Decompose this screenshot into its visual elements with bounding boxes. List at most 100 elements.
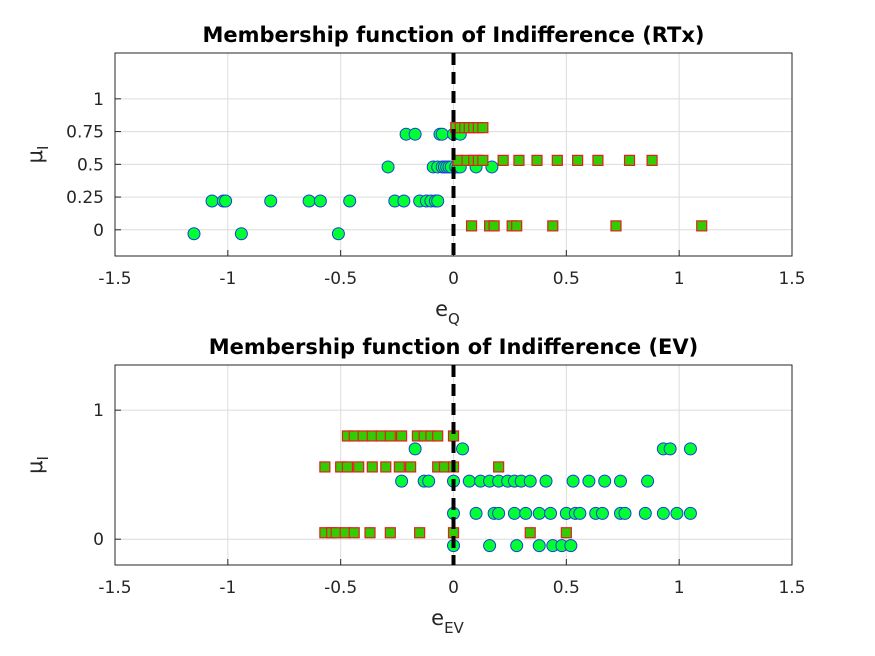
data-point-circle	[638, 506, 652, 520]
data-point-square	[547, 220, 559, 232]
data-point-circle	[532, 539, 546, 553]
data-point-circle	[510, 539, 524, 553]
data-point-circle	[205, 194, 219, 208]
data-point-square	[610, 220, 622, 232]
data-point-circle	[469, 506, 483, 520]
data-point-circle	[456, 442, 470, 456]
y-tick-label: 0.5	[77, 155, 104, 175]
data-point-square	[493, 461, 505, 473]
y-axis-label: μI	[23, 456, 52, 474]
data-point-circle	[313, 194, 327, 208]
data-point-circle	[683, 442, 697, 456]
data-point-circle	[595, 506, 609, 520]
chart-title: Membership function of Indifference (EV)	[209, 335, 699, 359]
x-tick-label: 0	[448, 269, 459, 289]
data-point-circle	[483, 539, 497, 553]
x-tick-label: 0	[448, 578, 459, 598]
data-point-square	[341, 461, 354, 473]
x-tick-label: -1.5	[98, 269, 131, 289]
data-point-circle	[532, 506, 546, 520]
data-point-circle	[331, 227, 345, 241]
y-tick-label: 0.25	[66, 188, 104, 208]
data-point-square	[366, 461, 378, 473]
data-point-circle	[264, 194, 278, 208]
data-point-circle	[582, 474, 596, 488]
data-point-square	[696, 220, 708, 232]
series-2-square	[319, 430, 572, 539]
data-point-circle	[492, 506, 506, 520]
data-point-circle	[573, 506, 587, 520]
data-point-square	[488, 220, 500, 232]
data-point-circle	[395, 474, 409, 488]
x-tick-label: -1.5	[98, 578, 131, 598]
data-point-circle	[618, 506, 632, 520]
data-point-square	[384, 527, 396, 539]
x-tick-label: 1.5	[778, 269, 805, 289]
data-point-square	[414, 527, 426, 539]
data-point-circle	[408, 127, 422, 141]
x-axis-label: eEV	[431, 606, 464, 637]
data-point-square	[393, 461, 405, 473]
data-point-square	[353, 461, 365, 473]
x-tick-label: 1.5	[778, 578, 805, 598]
x-tick-label: -1	[219, 578, 236, 598]
data-point-circle	[566, 474, 580, 488]
chart-panel-1: -1.5 -1 -0.5 0 0.5 1 1.5 0 0.25 0.5 0.75 1 Membershi…	[23, 23, 806, 328]
data-point-square	[477, 122, 489, 134]
data-point-circle	[485, 160, 499, 174]
data-point-square	[623, 154, 636, 166]
x-tick-label: -0.5	[324, 269, 357, 289]
x-axis-label: eQ	[435, 297, 460, 328]
data-point-square	[592, 154, 604, 166]
data-point-square	[384, 430, 396, 442]
y-axis-label: μI	[23, 146, 52, 164]
x-tick-label: -1	[219, 269, 236, 289]
data-point-circle	[523, 474, 537, 488]
data-point-circle	[683, 506, 697, 520]
series-1-circle	[395, 442, 697, 553]
data-point-circle	[381, 160, 395, 174]
data-point-circle	[641, 474, 655, 488]
data-point-square	[465, 220, 478, 232]
data-point-square	[405, 461, 417, 473]
data-point-square	[572, 154, 584, 166]
x-tick-label: 1	[674, 269, 685, 289]
data-point-square	[560, 527, 572, 539]
data-point-circle	[219, 194, 233, 208]
data-point-circle	[397, 194, 411, 208]
x-tick-label: 0.5	[553, 269, 580, 289]
y-tick-label: 0	[93, 530, 104, 550]
y-tick-label: 0	[93, 221, 104, 241]
data-point-circle	[539, 474, 553, 488]
data-point-square	[477, 154, 489, 166]
data-point-square	[380, 461, 392, 473]
data-point-square	[497, 154, 509, 166]
data-point-circle	[422, 474, 436, 488]
data-point-circle	[670, 506, 684, 520]
data-point-circle	[408, 442, 422, 456]
series-2-square	[450, 122, 708, 232]
data-point-circle	[302, 194, 316, 208]
data-point-circle	[656, 506, 670, 520]
data-point-circle	[519, 506, 533, 520]
data-point-circle	[598, 474, 612, 488]
data-point-circle	[507, 506, 521, 520]
x-tick-label: -0.5	[324, 578, 357, 598]
data-point-circle	[234, 227, 248, 241]
chart-title: Membership function of Indifference (RTx…	[202, 23, 704, 47]
data-point-circle	[343, 194, 357, 208]
x-tick-label: 1	[674, 578, 685, 598]
data-point-square	[511, 220, 523, 232]
data-point-square	[513, 154, 525, 166]
data-point-square	[348, 527, 360, 539]
data-point-circle	[613, 474, 627, 488]
data-point-square	[432, 430, 444, 442]
data-point-square	[319, 461, 331, 473]
series-1-circle	[187, 127, 499, 241]
data-point-square	[531, 154, 543, 166]
data-point-circle	[564, 539, 578, 553]
data-point-square	[524, 527, 536, 539]
y-tick-label: 1	[93, 401, 104, 421]
data-point-circle	[431, 194, 445, 208]
